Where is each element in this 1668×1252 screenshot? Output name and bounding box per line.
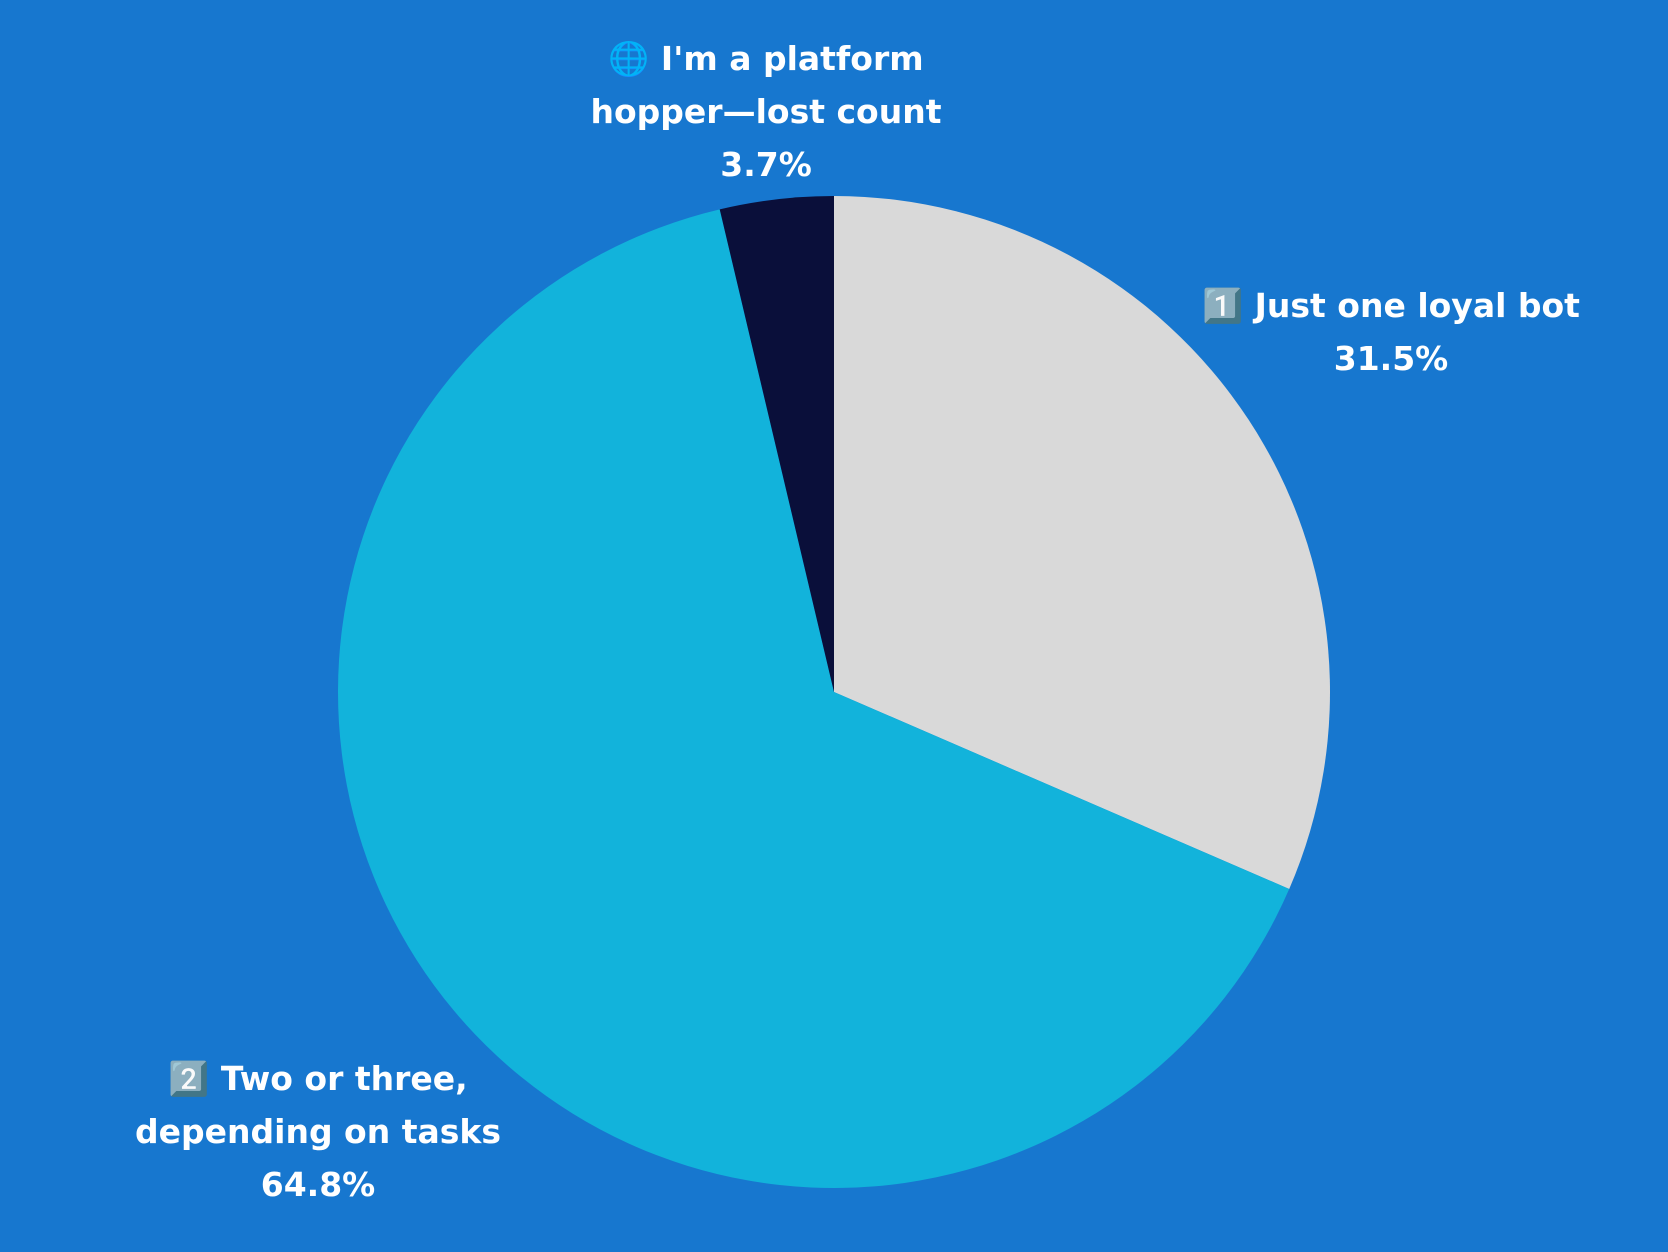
slice-label: 🌐 I'm a platform hopper—lost count 3.7%: [576, 32, 956, 191]
value-label: 3.7%: [720, 145, 812, 184]
category-label: 1️⃣ Just one loyal bot: [1202, 286, 1580, 325]
pie-slice: [834, 196, 1330, 889]
slice-label: 2️⃣ Two or three, depending on tasks 64.8…: [118, 1052, 518, 1211]
pie-slice: [337, 209, 1290, 1189]
category-label: 2️⃣ Two or three, depending on tasks: [135, 1059, 501, 1151]
value-label: 31.5%: [1333, 339, 1449, 378]
value-label: 64.8%: [260, 1165, 376, 1204]
category-label: 🌐 I'm a platform hopper—lost count: [590, 39, 942, 131]
pie-slice: [719, 196, 834, 692]
slice-label: 1️⃣ Just one loyal bot 31.5%: [1171, 279, 1611, 385]
